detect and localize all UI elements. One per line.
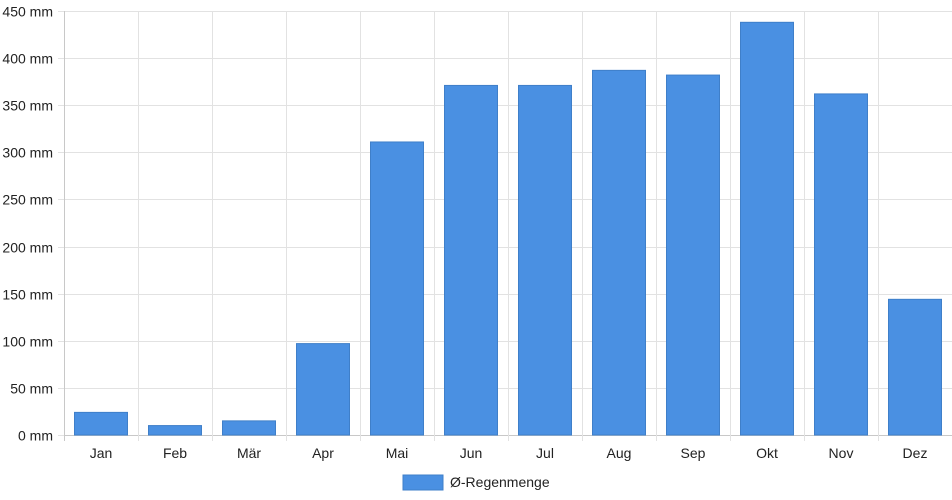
x-tick-label: Aug	[607, 445, 632, 461]
y-tick-label: 100 mm	[2, 334, 53, 350]
y-tick-label: 400 mm	[2, 51, 53, 67]
x-tick-label: Apr	[312, 445, 334, 461]
bar-jun[interactable]	[444, 84, 498, 436]
x-tick-label: Nov	[829, 445, 854, 461]
bar-jan[interactable]	[74, 411, 128, 436]
bar-feb[interactable]	[148, 425, 202, 436]
y-tick-label: 200 mm	[2, 240, 53, 256]
legend[interactable]: Ø-Regenmenge	[402, 474, 550, 491]
bar-jul[interactable]	[518, 84, 572, 436]
x-tick-label: Jul	[536, 445, 554, 461]
bar-aug[interactable]	[592, 69, 646, 436]
y-tick-label: 150 mm	[2, 287, 53, 303]
bar-okt[interactable]	[740, 21, 794, 436]
y-tick-label: 450 mm	[2, 4, 53, 20]
x-tick-label: Mai	[386, 445, 409, 461]
x-tick-label: Sep	[681, 445, 706, 461]
y-tick-label: 300 mm	[2, 145, 53, 161]
bars	[74, 21, 942, 436]
grid	[64, 11, 952, 441]
x-tick-label: Mär	[237, 445, 261, 461]
y-axis-ticks: 0 mm 50 mm 100 mm 150 mm 200 mm 250 mm 300 mm 3…	[2, 4, 64, 444]
x-tick-label: Feb	[163, 445, 187, 461]
bar-mai[interactable]	[370, 141, 424, 436]
y-tick-label: 50 mm	[10, 381, 53, 397]
legend-label: Ø-Regenmenge	[450, 474, 550, 490]
bar-apr[interactable]	[296, 343, 350, 436]
x-tick-label: Jan	[90, 445, 113, 461]
legend-swatch	[402, 474, 444, 491]
bar-mär[interactable]	[222, 420, 276, 436]
y-tick-label: 350 mm	[2, 98, 53, 114]
bar-nov[interactable]	[814, 93, 868, 436]
x-tick-label: Jun	[460, 445, 483, 461]
y-tick-label: 0 mm	[18, 428, 53, 444]
x-tick-label: Okt	[756, 445, 778, 461]
x-axis-ticks: Jan Feb Mär Apr Mai Jun Jul Aug Sep Okt Nov Dez	[90, 445, 928, 461]
x-tick-label: Dez	[903, 445, 928, 461]
bar-dez[interactable]	[888, 298, 942, 436]
bar-sep[interactable]	[666, 74, 720, 436]
y-tick-label: 250 mm	[2, 192, 53, 208]
